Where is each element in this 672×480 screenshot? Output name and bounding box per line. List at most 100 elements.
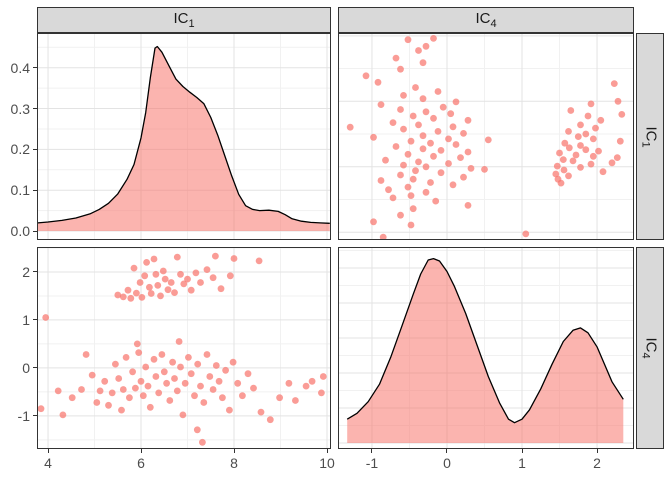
data-point [115,375,123,382]
data-point [161,275,169,283]
data-point [250,384,257,392]
data-point [552,170,560,178]
data-point [582,130,590,138]
data-point [192,269,200,277]
facet-label-row-ic1: IC1 [640,125,660,148]
panel-scatter-ic4-vs-ic1 [37,247,331,449]
data-point [569,157,577,165]
data-point [112,360,119,368]
data-point [203,266,211,273]
data-point [556,149,563,157]
data-point [143,259,150,266]
data-point [565,172,572,180]
data-point [464,116,472,124]
data-point [185,354,192,361]
data-point [126,394,133,402]
data-point [437,147,445,154]
data-point [159,267,167,275]
data-point [434,128,442,135]
data-point [452,98,460,106]
data-point [389,194,397,202]
y-tick-label-density: 0.4 [10,59,30,76]
data-point [460,130,467,137]
data-point [180,280,188,288]
data-point [382,156,389,164]
data-point [427,139,434,147]
data-point [392,143,400,150]
data-point [184,275,191,283]
plot-canvas [38,34,330,239]
data-point [154,282,162,289]
data-point [215,377,223,385]
data-point [430,35,437,42]
data-point [209,274,217,282]
data-point [422,163,430,171]
data-point [452,141,460,148]
data-point [415,47,422,54]
data-point [157,292,164,300]
x-tick-label-ic1: 6 [137,455,145,471]
data-point [119,386,127,393]
data-point [200,399,208,406]
data-point [409,205,417,213]
data-point [319,373,327,380]
x-tick-ic1 [326,449,328,453]
data-point [481,166,488,173]
data-point [118,406,125,414]
data-point [584,112,592,120]
data-point [42,314,50,321]
data-point [101,377,109,385]
x-tick-ic4 [446,449,448,453]
y-tick-ic4 [33,367,37,369]
data-point [400,92,407,99]
data-point [422,188,430,196]
data-point [108,389,116,397]
data-point [179,411,187,419]
data-point [137,377,145,385]
data-point [38,405,45,413]
data-point [105,401,112,409]
data-point [400,125,407,133]
data-point [164,286,172,294]
data-point [285,379,293,387]
data-point [187,370,195,378]
data-point [404,150,412,158]
data-point [175,338,183,345]
data-point [292,397,299,404]
data-point [377,177,385,184]
data-point [610,80,618,87]
x-tick-label-ic1: 8 [230,455,238,471]
data-point [158,351,166,358]
data-point [422,108,430,116]
data-point [597,116,605,124]
data-point [244,370,252,378]
data-point [432,197,440,205]
density-area [347,258,624,443]
data-point [439,103,447,111]
data-point [163,379,170,387]
data-point [574,133,582,140]
data-point [276,394,283,402]
data-point [308,377,316,385]
data-point [614,97,622,105]
data-point [226,272,234,280]
data-point [467,165,475,172]
data-point [430,114,437,122]
data-point [144,382,152,390]
scatter-points [346,35,626,239]
x-tick-label-ic4: 1 [518,455,526,471]
data-point [146,403,154,411]
data-point [412,84,419,91]
data-point [447,110,455,118]
data-point [177,270,184,278]
data-point [362,72,370,80]
data-point [191,392,198,400]
density-curve [346,257,624,424]
data-point [422,42,430,50]
plot-canvas [339,34,633,239]
data-point [173,387,181,395]
data-point [150,255,158,263]
data-point [409,112,417,120]
data-point [222,366,230,374]
facet-strip-row-ic4: IC4 [636,247,664,449]
